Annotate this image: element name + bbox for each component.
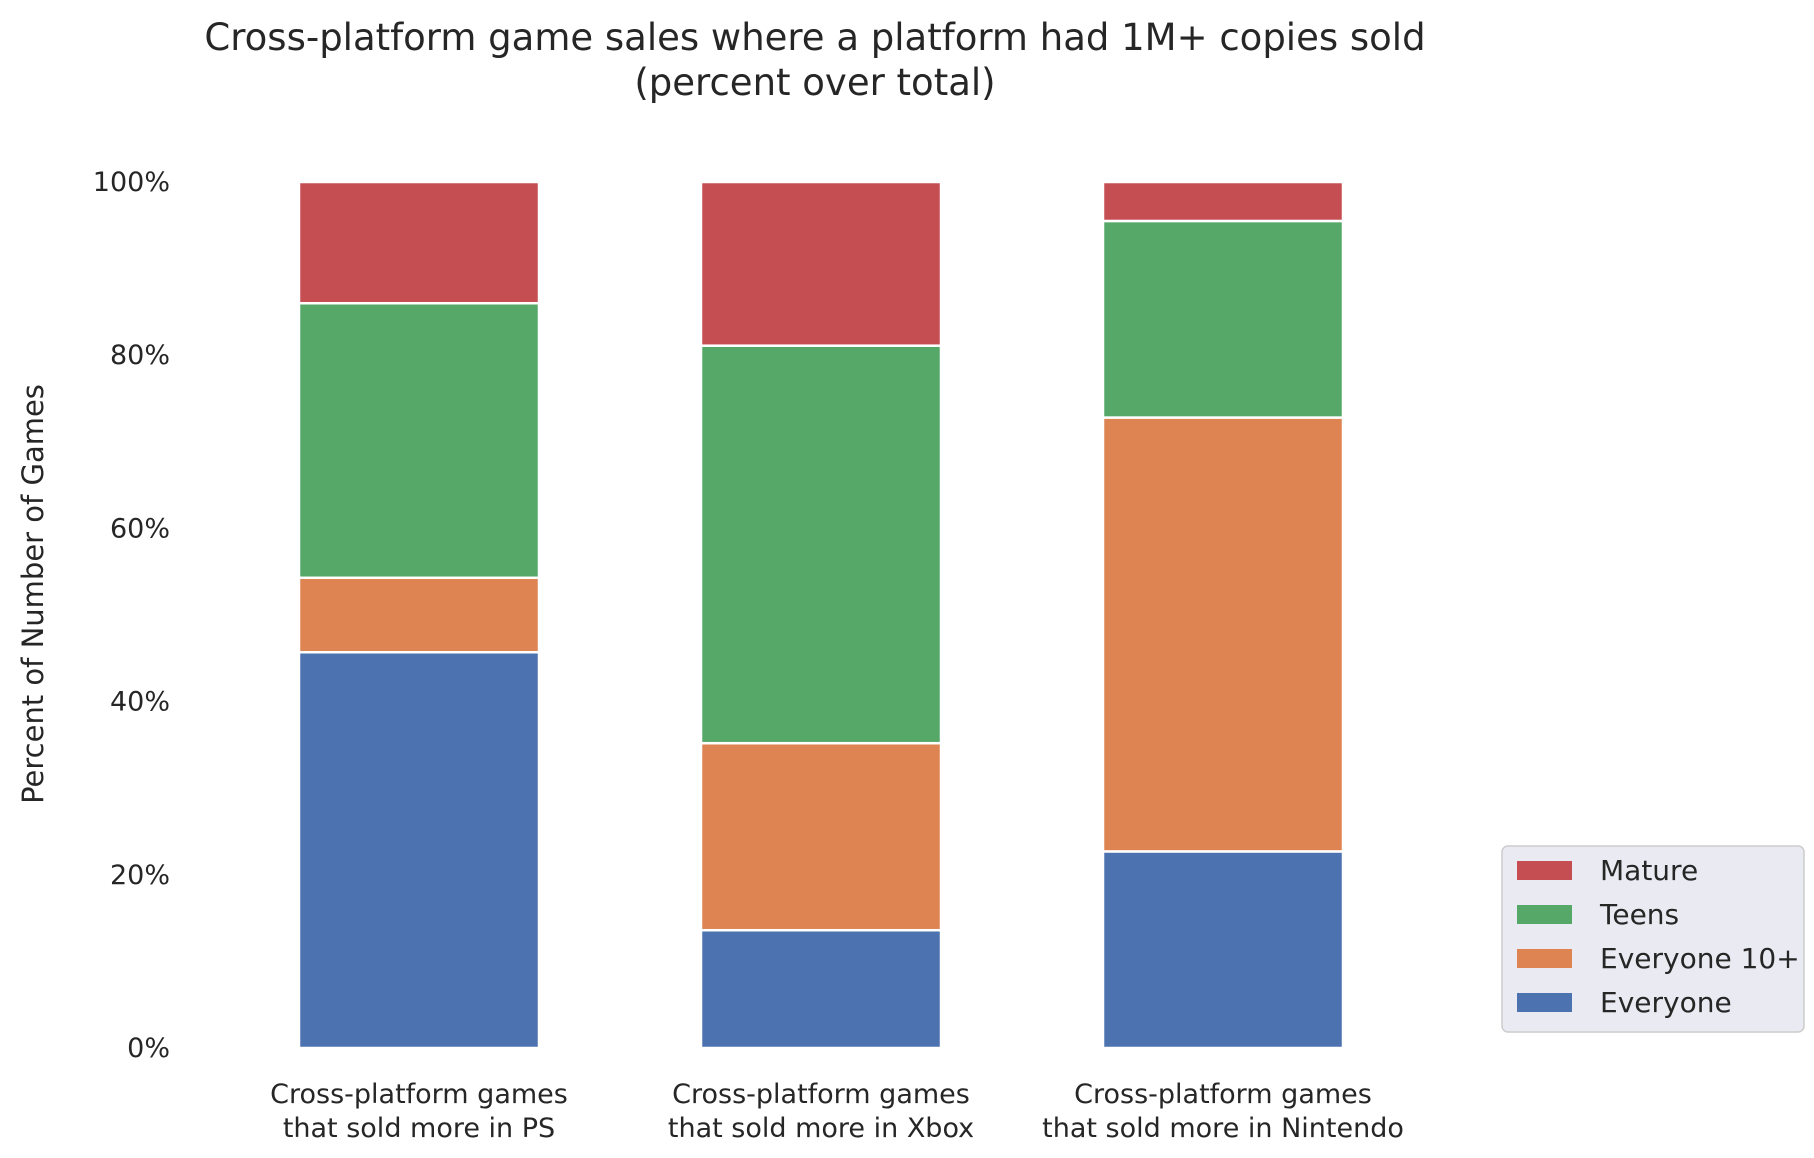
bar-segment	[1101, 416, 1345, 853]
bar-segment	[699, 928, 943, 1050]
legend-box	[1501, 845, 1805, 1033]
y-tick-label: 60%	[110, 513, 170, 544]
chart-title-line-1: Cross-platform game sales where a platfo…	[204, 16, 1425, 59]
y-tick-label: 40%	[110, 687, 170, 718]
bar-stack	[297, 180, 541, 1050]
bar-segment	[699, 344, 943, 745]
y-tick-label: 80%	[110, 340, 170, 371]
legend-swatch	[1517, 949, 1572, 968]
y-tick-label: 20%	[110, 860, 170, 891]
bar-segment	[699, 180, 943, 347]
x-tick-label: Cross-platform games	[1074, 1079, 1372, 1110]
bar-segment	[1101, 180, 1345, 223]
y-axis-label: Percent of Number of Games	[16, 384, 50, 804]
bars	[297, 180, 1345, 1050]
legend-swatch	[1517, 861, 1572, 880]
bar-segment	[297, 650, 541, 1050]
x-tick-label: that sold more in PS	[283, 1113, 555, 1144]
bar-segment	[297, 180, 541, 305]
legend-label: Mature	[1600, 854, 1698, 887]
x-tick-label: that sold more in Xbox	[668, 1113, 974, 1144]
chart-title-line-2: (percent over total)	[634, 61, 995, 104]
y-tick-label: 0%	[127, 1033, 170, 1064]
x-tick-label: Cross-platform games	[270, 1079, 568, 1110]
legend-label: Teens	[1599, 898, 1679, 931]
bar-stack	[699, 180, 943, 1050]
legend-label: Everyone 10+	[1600, 942, 1800, 975]
y-axis-ticks: 0% 20% 40% 60% 80% 100%	[93, 167, 170, 1064]
legend: Mature Teens Everyone 10+ Everyone	[1501, 845, 1805, 1033]
x-tick-label: that sold more in Nintendo	[1042, 1113, 1404, 1144]
legend-swatch	[1517, 905, 1572, 924]
bar-segment	[1101, 850, 1345, 1050]
bar-stack	[1101, 180, 1345, 1050]
bar-segment	[1101, 219, 1345, 419]
bar-segment	[699, 741, 943, 932]
x-tick-label: Cross-platform games	[672, 1079, 970, 1110]
bar-segment	[297, 576, 541, 654]
legend-swatch	[1517, 993, 1572, 1012]
legend-label: Everyone	[1600, 986, 1732, 1019]
bar-segment	[297, 301, 541, 580]
y-tick-label: 100%	[93, 167, 170, 198]
